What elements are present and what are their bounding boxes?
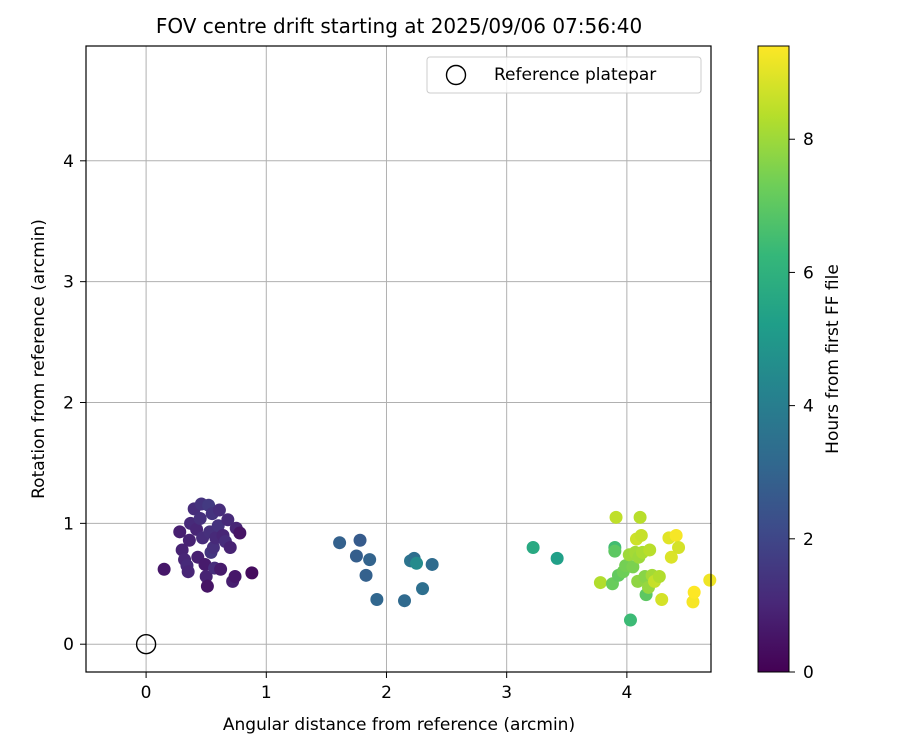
data-point (669, 528, 683, 542)
x-tick-label: 3 (501, 683, 512, 703)
data-point (623, 613, 637, 627)
colorbar-tick-label: 8 (803, 130, 814, 150)
y-tick-label: 1 (63, 514, 74, 534)
legend-marker (445, 64, 467, 86)
data-point (687, 585, 701, 599)
data-point (223, 541, 237, 555)
legend: Reference platepar (426, 56, 702, 94)
legend-box (426, 56, 702, 94)
x-tick-label: 4 (621, 683, 632, 703)
colorbar-tick-label: 2 (803, 530, 814, 550)
data-point (200, 579, 214, 593)
data-point (199, 570, 213, 584)
y-tick-label: 2 (63, 394, 74, 414)
data-point (703, 573, 717, 587)
data-point (655, 592, 669, 606)
data-point (182, 533, 196, 547)
data-point (425, 557, 439, 571)
x-tick-label: 1 (261, 683, 272, 703)
y-axis-label: Rotation from reference (arcmin) (29, 219, 49, 499)
data-point (181, 565, 195, 579)
data-point (157, 562, 171, 576)
data-point (212, 503, 226, 517)
data-point (363, 553, 377, 567)
y-tick-label: 0 (63, 635, 74, 655)
y-tick-label: 4 (63, 152, 74, 172)
data-point (609, 510, 623, 524)
x-axis-label: Angular distance from reference (arcmin) (223, 715, 575, 735)
data-point (193, 512, 207, 526)
legend-entry-reference: Reference platepar (494, 65, 656, 85)
x-tick-label: 2 (381, 683, 392, 703)
data-point (353, 533, 367, 547)
reference-platepar-marker (135, 634, 157, 655)
data-point (349, 549, 363, 563)
reference-marker-layer (135, 634, 157, 655)
y-tick-label: 3 (63, 273, 74, 293)
data-point (410, 556, 424, 570)
data-point (626, 560, 640, 574)
colorbar-tick-label: 6 (803, 263, 814, 283)
data-point (593, 576, 607, 590)
chart-title: FOV centre drift starting at 2025/09/06 … (156, 14, 642, 38)
plot-frame (85, 45, 712, 673)
data-point (664, 550, 678, 564)
data-point (228, 570, 242, 584)
data-point (211, 519, 225, 533)
data-point (550, 551, 564, 565)
colorbar (757, 45, 790, 673)
data-point (359, 568, 373, 582)
colorbar-label: Hours from first FF file (823, 264, 843, 454)
x-axis-ticks: 0 1 2 3 4 (141, 672, 632, 703)
data-point (173, 525, 187, 539)
data-point (398, 594, 412, 608)
data-point (608, 544, 622, 558)
data-point (333, 536, 347, 550)
colorbar-ticks: 0 2 4 6 8 (789, 130, 814, 683)
data-point (526, 541, 540, 555)
data-point (214, 562, 228, 576)
data-point (686, 595, 700, 609)
colorbar-tick-label: 4 (803, 397, 814, 417)
x-tick-label: 0 (141, 683, 152, 703)
data-point (416, 582, 430, 596)
data-point (634, 528, 648, 542)
data-point (370, 592, 384, 606)
colorbar-tick-label: 0 (803, 663, 814, 683)
data-point (633, 510, 647, 524)
data-point (221, 513, 235, 527)
y-axis-ticks: 0 1 2 3 4 (63, 152, 86, 655)
data-point (672, 541, 686, 555)
data-points (157, 497, 717, 627)
data-point (652, 570, 666, 584)
data-point (643, 543, 657, 557)
data-point (245, 566, 259, 580)
data-point (233, 526, 247, 540)
